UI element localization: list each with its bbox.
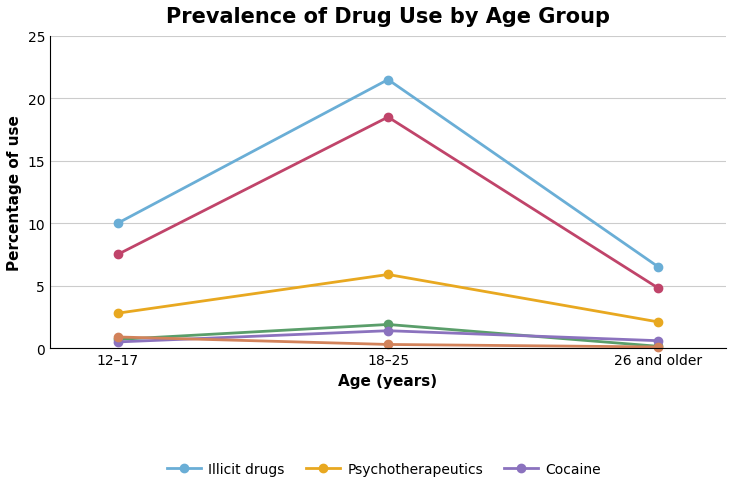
Illicit drugs (383, 77, 392, 83)
Illicit drugs (654, 265, 663, 271)
Psychotherapeutics (113, 311, 122, 317)
X-axis label: Age (years): Age (years) (339, 373, 438, 388)
Hallucinogens (654, 344, 663, 349)
Marijuana (383, 115, 392, 121)
Psychotherapeutics (383, 272, 392, 278)
Marijuana (654, 286, 663, 291)
Cocaine (383, 328, 392, 334)
Legend: Illicit drugs, Marijuana, Psychotherapeutics, Hallucinogens, Cocaine, Inhalants: Illicit drugs, Marijuana, Psychotherapeu… (160, 455, 616, 484)
Psychotherapeutics (654, 319, 663, 325)
Inhalants (113, 334, 122, 340)
Line: Cocaine: Cocaine (114, 327, 663, 347)
Line: Illicit drugs: Illicit drugs (114, 76, 663, 272)
Cocaine (654, 338, 663, 344)
Y-axis label: Percentage of use: Percentage of use (7, 115, 22, 271)
Line: Marijuana: Marijuana (114, 114, 663, 293)
Inhalants (654, 344, 663, 350)
Hallucinogens (113, 337, 122, 343)
Marijuana (113, 252, 122, 258)
Illicit drugs (113, 221, 122, 227)
Title: Prevalence of Drug Use by Age Group: Prevalence of Drug Use by Age Group (166, 7, 610, 27)
Line: Psychotherapeutics: Psychotherapeutics (114, 271, 663, 326)
Inhalants (383, 342, 392, 348)
Hallucinogens (383, 322, 392, 328)
Cocaine (113, 339, 122, 345)
Line: Hallucinogens: Hallucinogens (114, 320, 663, 351)
Line: Inhalants: Inhalants (114, 333, 663, 351)
